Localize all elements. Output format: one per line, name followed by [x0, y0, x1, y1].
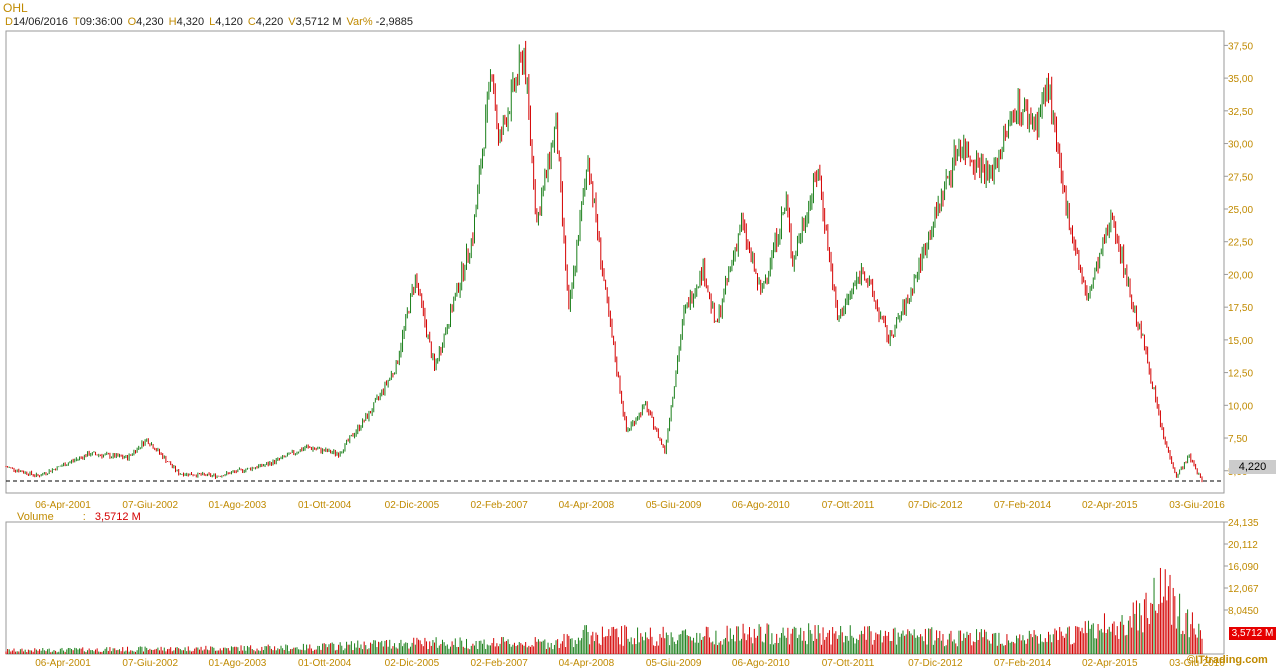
volume-y-tick-label: 12,067	[1228, 584, 1259, 595]
watermark: ©ITtrading.com	[1187, 654, 1268, 666]
last-price-badge: 4,220	[1229, 460, 1276, 474]
price-y-tick-label: 27,50	[1228, 172, 1253, 183]
header-value: -2,9885	[372, 16, 413, 28]
header-key: V	[288, 16, 296, 28]
volume-x-tick-label: 03-Giu-2016	[1169, 658, 1225, 668]
volume-x-tick-label: 01-Ago-2003	[209, 658, 267, 668]
price-x-tick-label: 07-Ott-2011	[822, 500, 875, 511]
volume-value: 3,5712 M	[94, 511, 141, 523]
price-x-tick-label: 05-Giu-2009	[646, 500, 702, 511]
symbol-title: OHL	[3, 1, 28, 15]
volume-x-tick-label: 02-Feb-2007	[471, 658, 529, 668]
price-x-tick-label: 02-Apr-2015	[1082, 500, 1138, 511]
price-y-tick-label: 15,00	[1228, 336, 1253, 347]
volume-x-tick-label: 04-Apr-2008	[559, 658, 615, 668]
price-y-tick-label: 12,50	[1228, 369, 1253, 380]
price-y-tick-label: 10,00	[1228, 401, 1253, 412]
volume-sep: :	[82, 511, 86, 523]
volume-label: Volume	[17, 511, 54, 523]
price-x-tick-label: 02-Feb-2007	[471, 500, 529, 511]
price-x-tick-label: 06-Apr-2001	[35, 500, 91, 511]
price-x-tick-label: 07-Giu-2002	[122, 500, 178, 511]
price-x-tick-label: 07-Dic-2012	[908, 500, 963, 511]
header-value: 4,320	[176, 16, 205, 28]
last-volume-badge: 3,5712 M	[1229, 627, 1276, 640]
volume-x-tick-label: 07-Ott-2011	[822, 658, 875, 668]
volume-x-tick-label: 05-Giu-2009	[646, 658, 702, 668]
volume-x-tick-label: 06-Ago-2010	[732, 658, 790, 668]
price-y-tick-label: 37,50	[1228, 41, 1253, 52]
price-y-tick-label: 7,50	[1228, 434, 1248, 445]
price-x-tick-label: 01-Ott-2004	[298, 500, 352, 511]
header-value: 14/06/2016	[12, 16, 69, 28]
header-key: D	[5, 16, 13, 28]
price-y-tick-label: 17,50	[1228, 303, 1253, 314]
header-key: H	[168, 16, 177, 28]
header-value: 4,120	[215, 16, 243, 28]
price-x-tick-label: 04-Apr-2008	[559, 500, 615, 511]
price-y-tick-label: 30,00	[1228, 140, 1253, 151]
volume-x-tick-label: 07-Giu-2002	[122, 658, 178, 668]
volume-x-tick-label: 07-Dic-2012	[908, 658, 963, 668]
header-key: C	[247, 16, 256, 28]
volume-header: Volume : 3,5712 M	[17, 511, 141, 523]
price-panel-frame	[5, 30, 1225, 494]
header-value: 4,220	[255, 16, 284, 28]
header-value: 4,230	[136, 16, 164, 28]
price-x-tick-label: 01-Ago-2003	[209, 500, 267, 511]
volume-x-tick-label: 02-Dic-2005	[385, 658, 440, 668]
price-x-tick-label: 06-Ago-2010	[732, 500, 790, 511]
price-y-tick-label: 32,50	[1228, 107, 1253, 118]
price-x-tick-label: 03-Giu-2016	[1169, 500, 1225, 511]
header-value: 3,5712 M	[295, 16, 342, 28]
volume-y-tick-label: 20,112	[1228, 540, 1258, 551]
price-y-tick-label: 35,00	[1228, 74, 1253, 85]
price-x-tick-label: 07-Feb-2014	[994, 500, 1052, 511]
header-key: T	[73, 16, 80, 28]
volume-x-tick-label: 06-Apr-2001	[35, 658, 91, 668]
price-x-tick-label: 02-Dic-2005	[385, 500, 440, 511]
header-key: Var%	[346, 16, 373, 28]
volume-y-tick-label: 8,0450	[1228, 606, 1259, 617]
price-y-tick-label: 20,00	[1228, 270, 1253, 281]
volume-y-tick-label: 16,090	[1228, 562, 1259, 573]
volume-x-tick-label: 01-Ott-2004	[298, 658, 352, 668]
ohlc-header: D14/06/2016 T09:36:00 O4,230 H4,320 L4,120 C4…	[5, 16, 413, 28]
volume-x-tick-label: 02-Apr-2015	[1082, 658, 1138, 668]
header-key: L	[209, 16, 216, 28]
volume-y-tick-label: 24,135	[1228, 518, 1259, 529]
header-value: 09:36:00	[79, 16, 123, 28]
price-y-tick-label: 25,00	[1228, 205, 1253, 216]
price-y-tick-label: 22,50	[1228, 238, 1253, 249]
volume-x-tick-label: 07-Feb-2014	[994, 658, 1052, 668]
header-key: O	[127, 16, 137, 28]
